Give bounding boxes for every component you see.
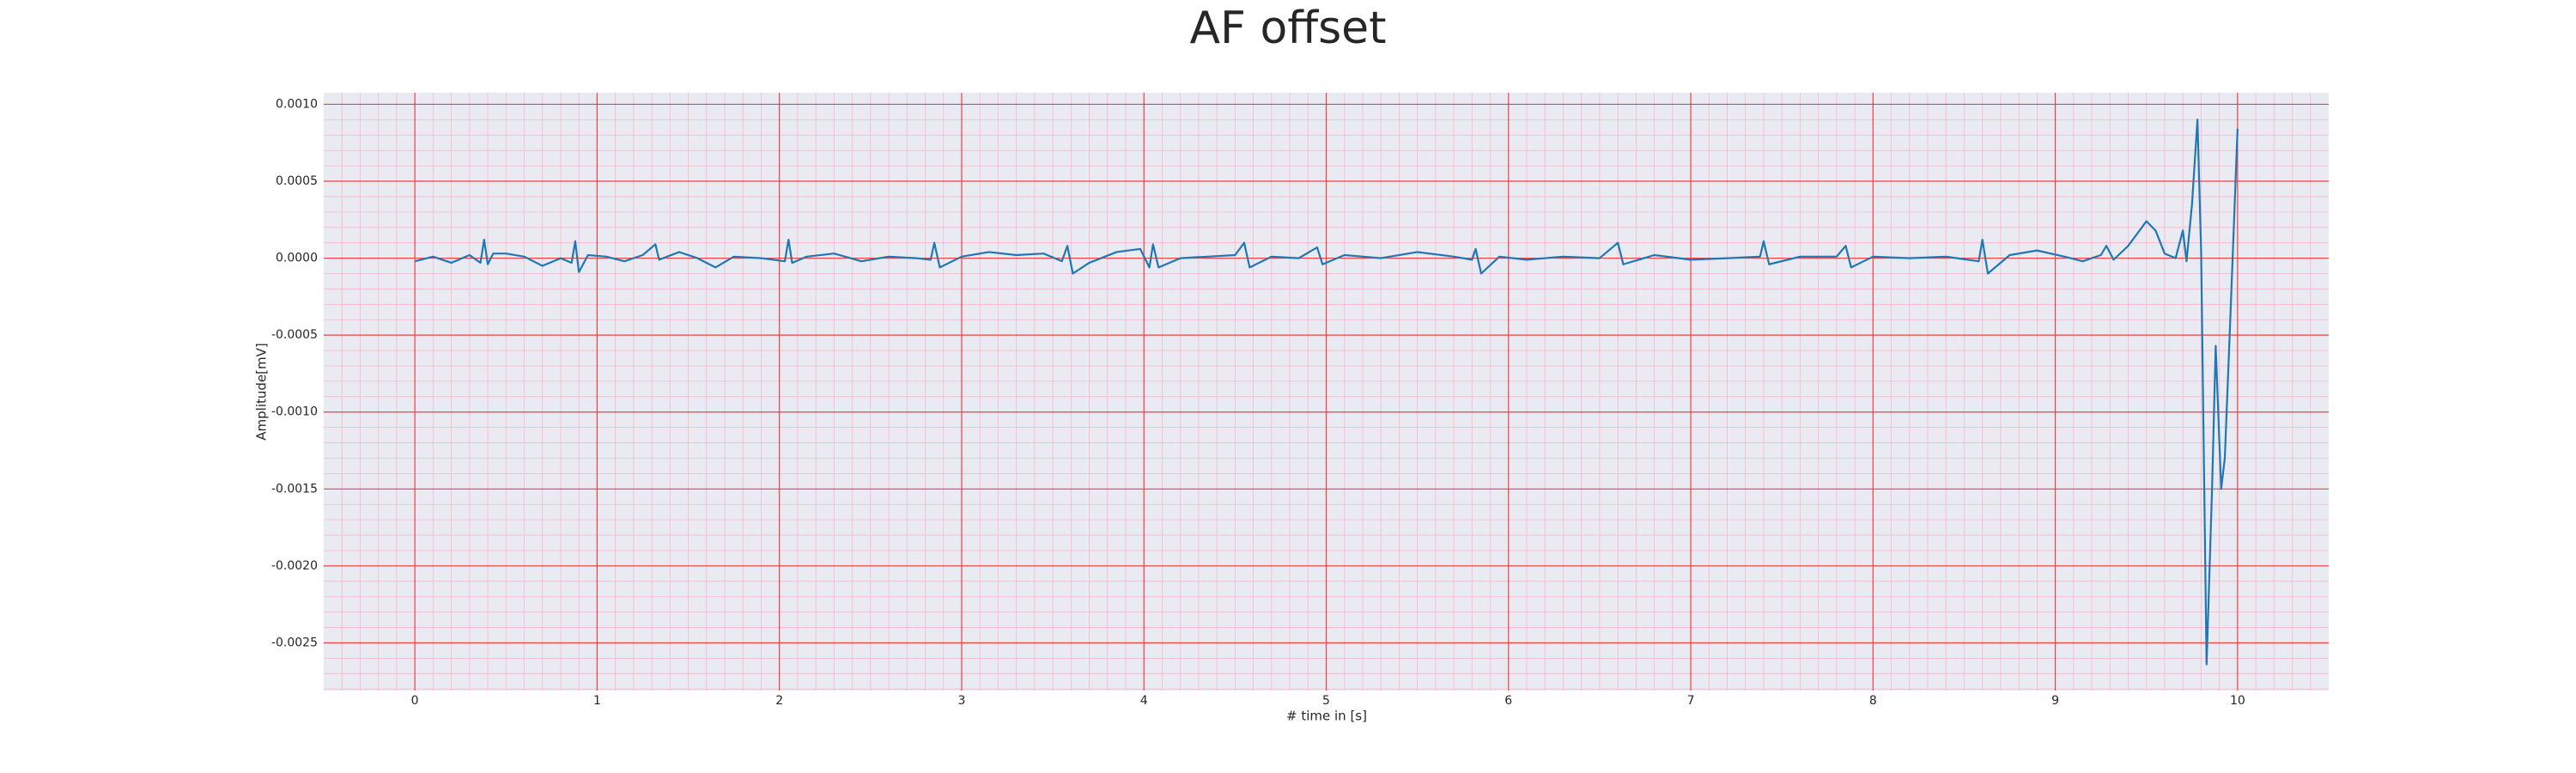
x-axis-label: # time in [s] [1286, 709, 1367, 724]
x-tick-label: 0 [411, 694, 419, 708]
x-tick-label: 10 [2230, 694, 2245, 708]
y-tick-label: -0.0010 [271, 405, 318, 419]
x-tick-label: 9 [2051, 694, 2059, 708]
x-tick-label: 6 [1504, 694, 1512, 708]
y-tick-label: 0.0005 [276, 174, 318, 188]
x-tick-label: 7 [1687, 694, 1695, 708]
x-tick-label: 1 [593, 694, 601, 708]
x-tick-label: 2 [775, 694, 783, 708]
data-line [414, 119, 2239, 666]
y-tick-label: -0.0020 [271, 559, 318, 573]
y-axis-label: Amplitude[mV] [254, 343, 270, 440]
y-tick-label: -0.0025 [271, 636, 318, 649]
x-tick-label: 3 [957, 694, 965, 708]
y-tick-label: -0.0005 [271, 328, 318, 342]
x-tick-label: 8 [1869, 694, 1877, 708]
y-tick-label: 0.0010 [276, 97, 318, 111]
x-tick-label: 5 [1322, 694, 1330, 708]
y-tick-label: 0.0000 [276, 252, 318, 265]
chart-title: AF offset [1189, 3, 1386, 54]
y-tick-label: -0.0015 [271, 482, 318, 496]
x-tick-label: 4 [1140, 694, 1148, 708]
